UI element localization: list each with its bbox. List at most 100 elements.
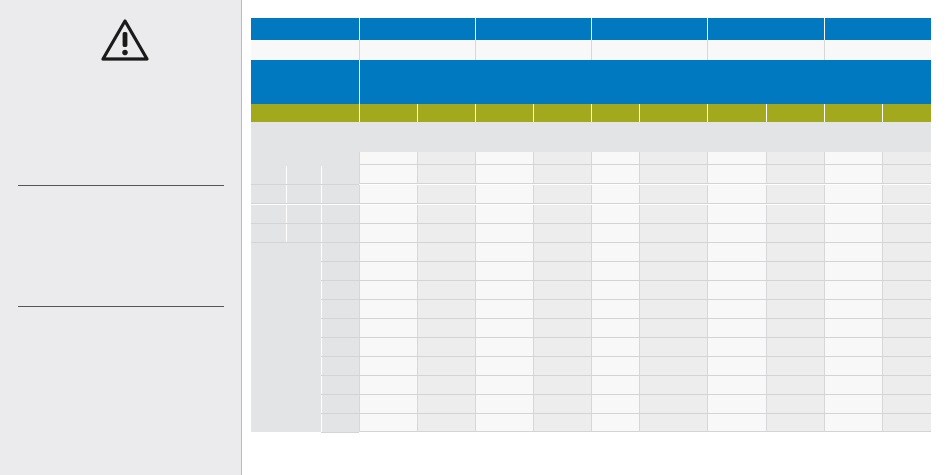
table-cell (591, 185, 639, 204)
row-label-cell (286, 224, 321, 243)
table-cell (707, 395, 766, 414)
table-cell (766, 262, 824, 281)
row-label-cell (321, 395, 359, 414)
table-cell (359, 165, 417, 184)
olive-header-cell (707, 104, 766, 122)
table-cell (639, 300, 707, 319)
table-cell (639, 243, 707, 262)
table-cell (707, 300, 766, 319)
table-cell (707, 224, 766, 243)
table-cell (533, 152, 591, 165)
table-cell (591, 281, 639, 300)
table-cell (766, 300, 824, 319)
table-cell (882, 205, 931, 224)
table-cell (639, 338, 707, 357)
table-cell (707, 205, 766, 224)
olive-header-cell (533, 104, 591, 122)
olive-header-cell (766, 104, 824, 122)
row-divider (359, 394, 931, 395)
table-cell (475, 205, 533, 224)
sidebar-divider-bottom (18, 306, 224, 307)
sidebar-panel (0, 0, 242, 475)
table-cell (417, 338, 475, 357)
row-label-cell (251, 224, 286, 243)
table-cell (591, 414, 639, 432)
olive-header-cell (475, 104, 533, 122)
table-cell (882, 338, 931, 357)
olive-header-cell (639, 104, 707, 122)
header-cell (359, 18, 475, 40)
table-cell (417, 185, 475, 204)
table-cell (359, 262, 417, 281)
table-cell (882, 357, 931, 376)
table-cell (766, 205, 824, 224)
header-sub-cell (824, 40, 931, 60)
table-cell (591, 243, 639, 262)
table-cell (475, 376, 533, 395)
table-cell (533, 338, 591, 357)
table-cell (639, 281, 707, 300)
row-divider (359, 223, 931, 224)
table-cell (639, 376, 707, 395)
table-cell (533, 300, 591, 319)
table-cell (707, 185, 766, 204)
olive-header-cell (359, 104, 417, 122)
table-cell (639, 224, 707, 243)
table-cell (639, 414, 707, 432)
table-cell (707, 319, 766, 338)
row-label-cell (286, 205, 321, 224)
row-divider (321, 356, 359, 357)
table-cell (359, 185, 417, 204)
table-cell (639, 205, 707, 224)
table-cell (591, 205, 639, 224)
table-cell (707, 262, 766, 281)
table-cell (417, 357, 475, 376)
header-cell (707, 18, 824, 40)
row-divider (359, 318, 931, 319)
table-cell (591, 300, 639, 319)
table-cell (533, 262, 591, 281)
row-divider (321, 337, 359, 338)
table-cell (591, 262, 639, 281)
table-cell (475, 319, 533, 338)
row-divider (359, 242, 931, 243)
row-divider (321, 375, 359, 376)
header-sub-cell (707, 40, 824, 60)
row-divider (359, 356, 931, 357)
table-cell (882, 414, 931, 432)
table-cell (766, 319, 824, 338)
warning-triangle-icon (101, 19, 149, 61)
table-cell (475, 165, 533, 184)
table-cell (591, 319, 639, 338)
header-sub-cell (359, 40, 475, 60)
table-cell (824, 185, 882, 204)
table-cell (417, 395, 475, 414)
table-cell (639, 262, 707, 281)
table-cell (475, 185, 533, 204)
table-cell (766, 185, 824, 204)
row-label-cell (321, 243, 359, 262)
table-cell (417, 376, 475, 395)
row-label-cell (321, 376, 359, 395)
table-cell (824, 243, 882, 262)
table-cell (824, 262, 882, 281)
table-cell (417, 414, 475, 432)
table-cell (417, 152, 475, 165)
table-cell (359, 243, 417, 262)
row-divider (321, 394, 359, 395)
table-cell (533, 205, 591, 224)
row-divider (359, 299, 931, 300)
table-cell (639, 395, 707, 414)
table-cell (475, 395, 533, 414)
table-cell (533, 281, 591, 300)
table-cell (475, 338, 533, 357)
table-cell (591, 152, 639, 165)
olive-header-cell (591, 104, 639, 122)
table-cell (824, 414, 882, 432)
row-divider (251, 242, 359, 243)
header-cell (591, 18, 707, 40)
table-cell (591, 165, 639, 184)
table-cell (591, 357, 639, 376)
table-cell (882, 152, 931, 165)
row-divider (251, 223, 359, 224)
